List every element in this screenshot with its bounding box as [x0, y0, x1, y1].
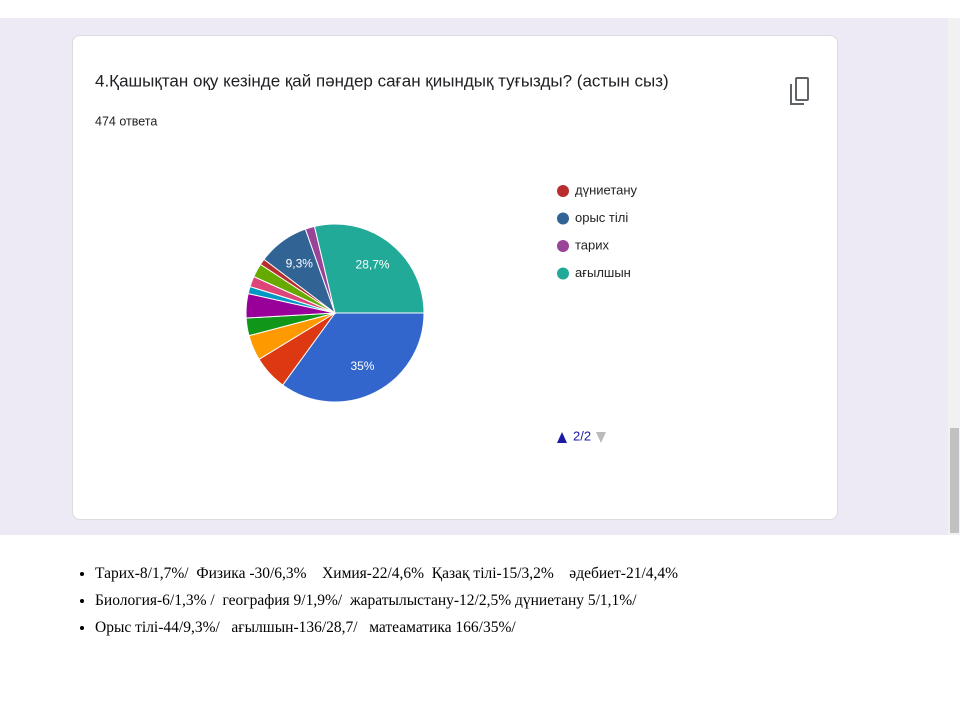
- scrollbar-thumb: [950, 428, 959, 533]
- scrollbar: [948, 18, 960, 535]
- chart-title: 4.Қашықтан оқу кезінде қай пәндер саған …: [95, 71, 669, 90]
- legend-label: ағылшын: [575, 265, 631, 280]
- legend-swatch: [557, 212, 569, 225]
- legend-swatch: [557, 185, 569, 197]
- slice-label: 28,7%: [356, 258, 390, 272]
- response-card: [72, 35, 838, 520]
- legend-swatch: [557, 267, 569, 280]
- legend-label: орыс тілі: [575, 210, 628, 225]
- bullet-item: Тарих-8/1,7%/ Физика -30/6,3% Химия-22/4…: [95, 560, 678, 587]
- pager-up[interactable]: [557, 432, 567, 443]
- pie-slice: [281, 312, 425, 403]
- legend-swatch: [557, 240, 569, 252]
- legend-label: тарих: [575, 237, 610, 252]
- legend-label: дүниетану: [575, 182, 638, 197]
- legend-pager: 2/2: [557, 428, 606, 443]
- pager-label: 2/2: [573, 428, 591, 443]
- pie-slice: [313, 223, 425, 314]
- copy-icon[interactable]: [790, 77, 809, 105]
- slice-label: 9,3%: [286, 256, 314, 270]
- bullet-list: Тарих-8/1,7%/ Физика -30/6,3% Химия-22/4…: [40, 560, 678, 641]
- slice-label: 35%: [350, 359, 374, 373]
- chart: 4.Қашықтан оқу кезінде қай пәндер саған …: [95, 71, 809, 443]
- bullet-item: Биология-6/1,3% / география 9/1,9%/ жара…: [95, 587, 678, 614]
- chart-subtitle: 474 ответа: [95, 114, 157, 128]
- bullet-item: Орыс тілі-44/9,3%/ ағылшын-136/28,7/ мат…: [95, 614, 678, 641]
- pager-down[interactable]: [596, 432, 606, 443]
